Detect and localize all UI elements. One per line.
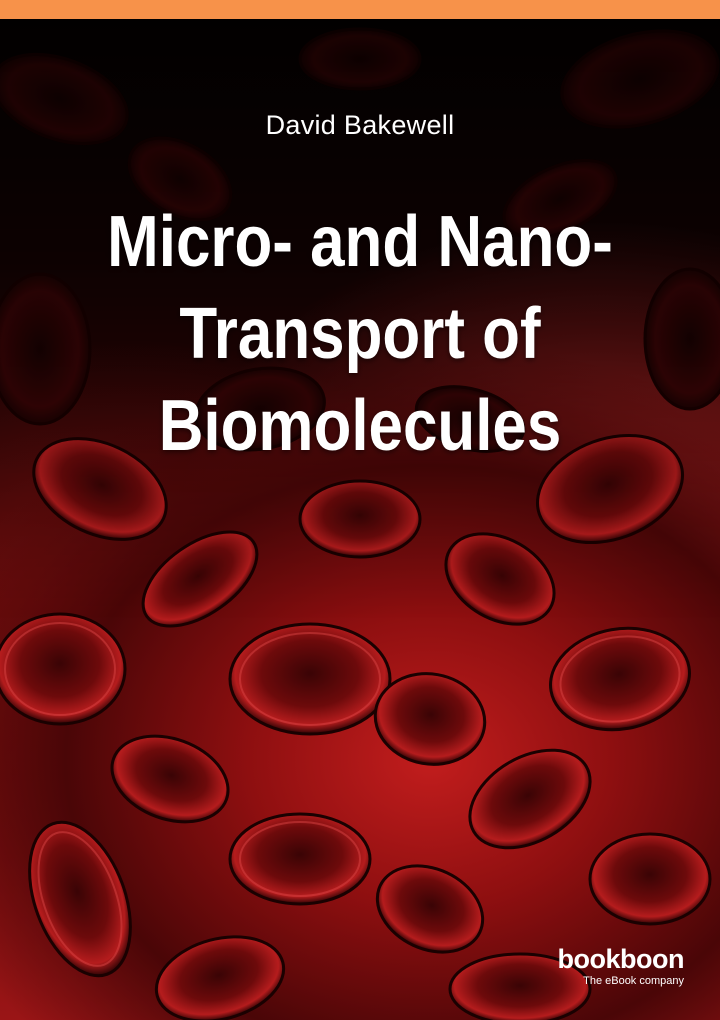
publisher-tagline: The eBook company: [583, 975, 684, 987]
title-line-2: Transport of: [179, 294, 541, 374]
title-line-3: Biomolecules: [158, 386, 562, 466]
book-title: Micro- and Nano- Transport of Biomolecul…: [68, 196, 653, 472]
author-name: David Bakewell: [265, 110, 455, 140]
red-blood-cells-illustration: [0, 27, 720, 1020]
publisher-logo: bookboon The eBook company: [557, 944, 685, 988]
top-accent-bar: [0, 0, 720, 19]
publisher-name: bookboon: [557, 944, 685, 974]
title-line-1: Micro- and Nano-: [107, 202, 613, 282]
